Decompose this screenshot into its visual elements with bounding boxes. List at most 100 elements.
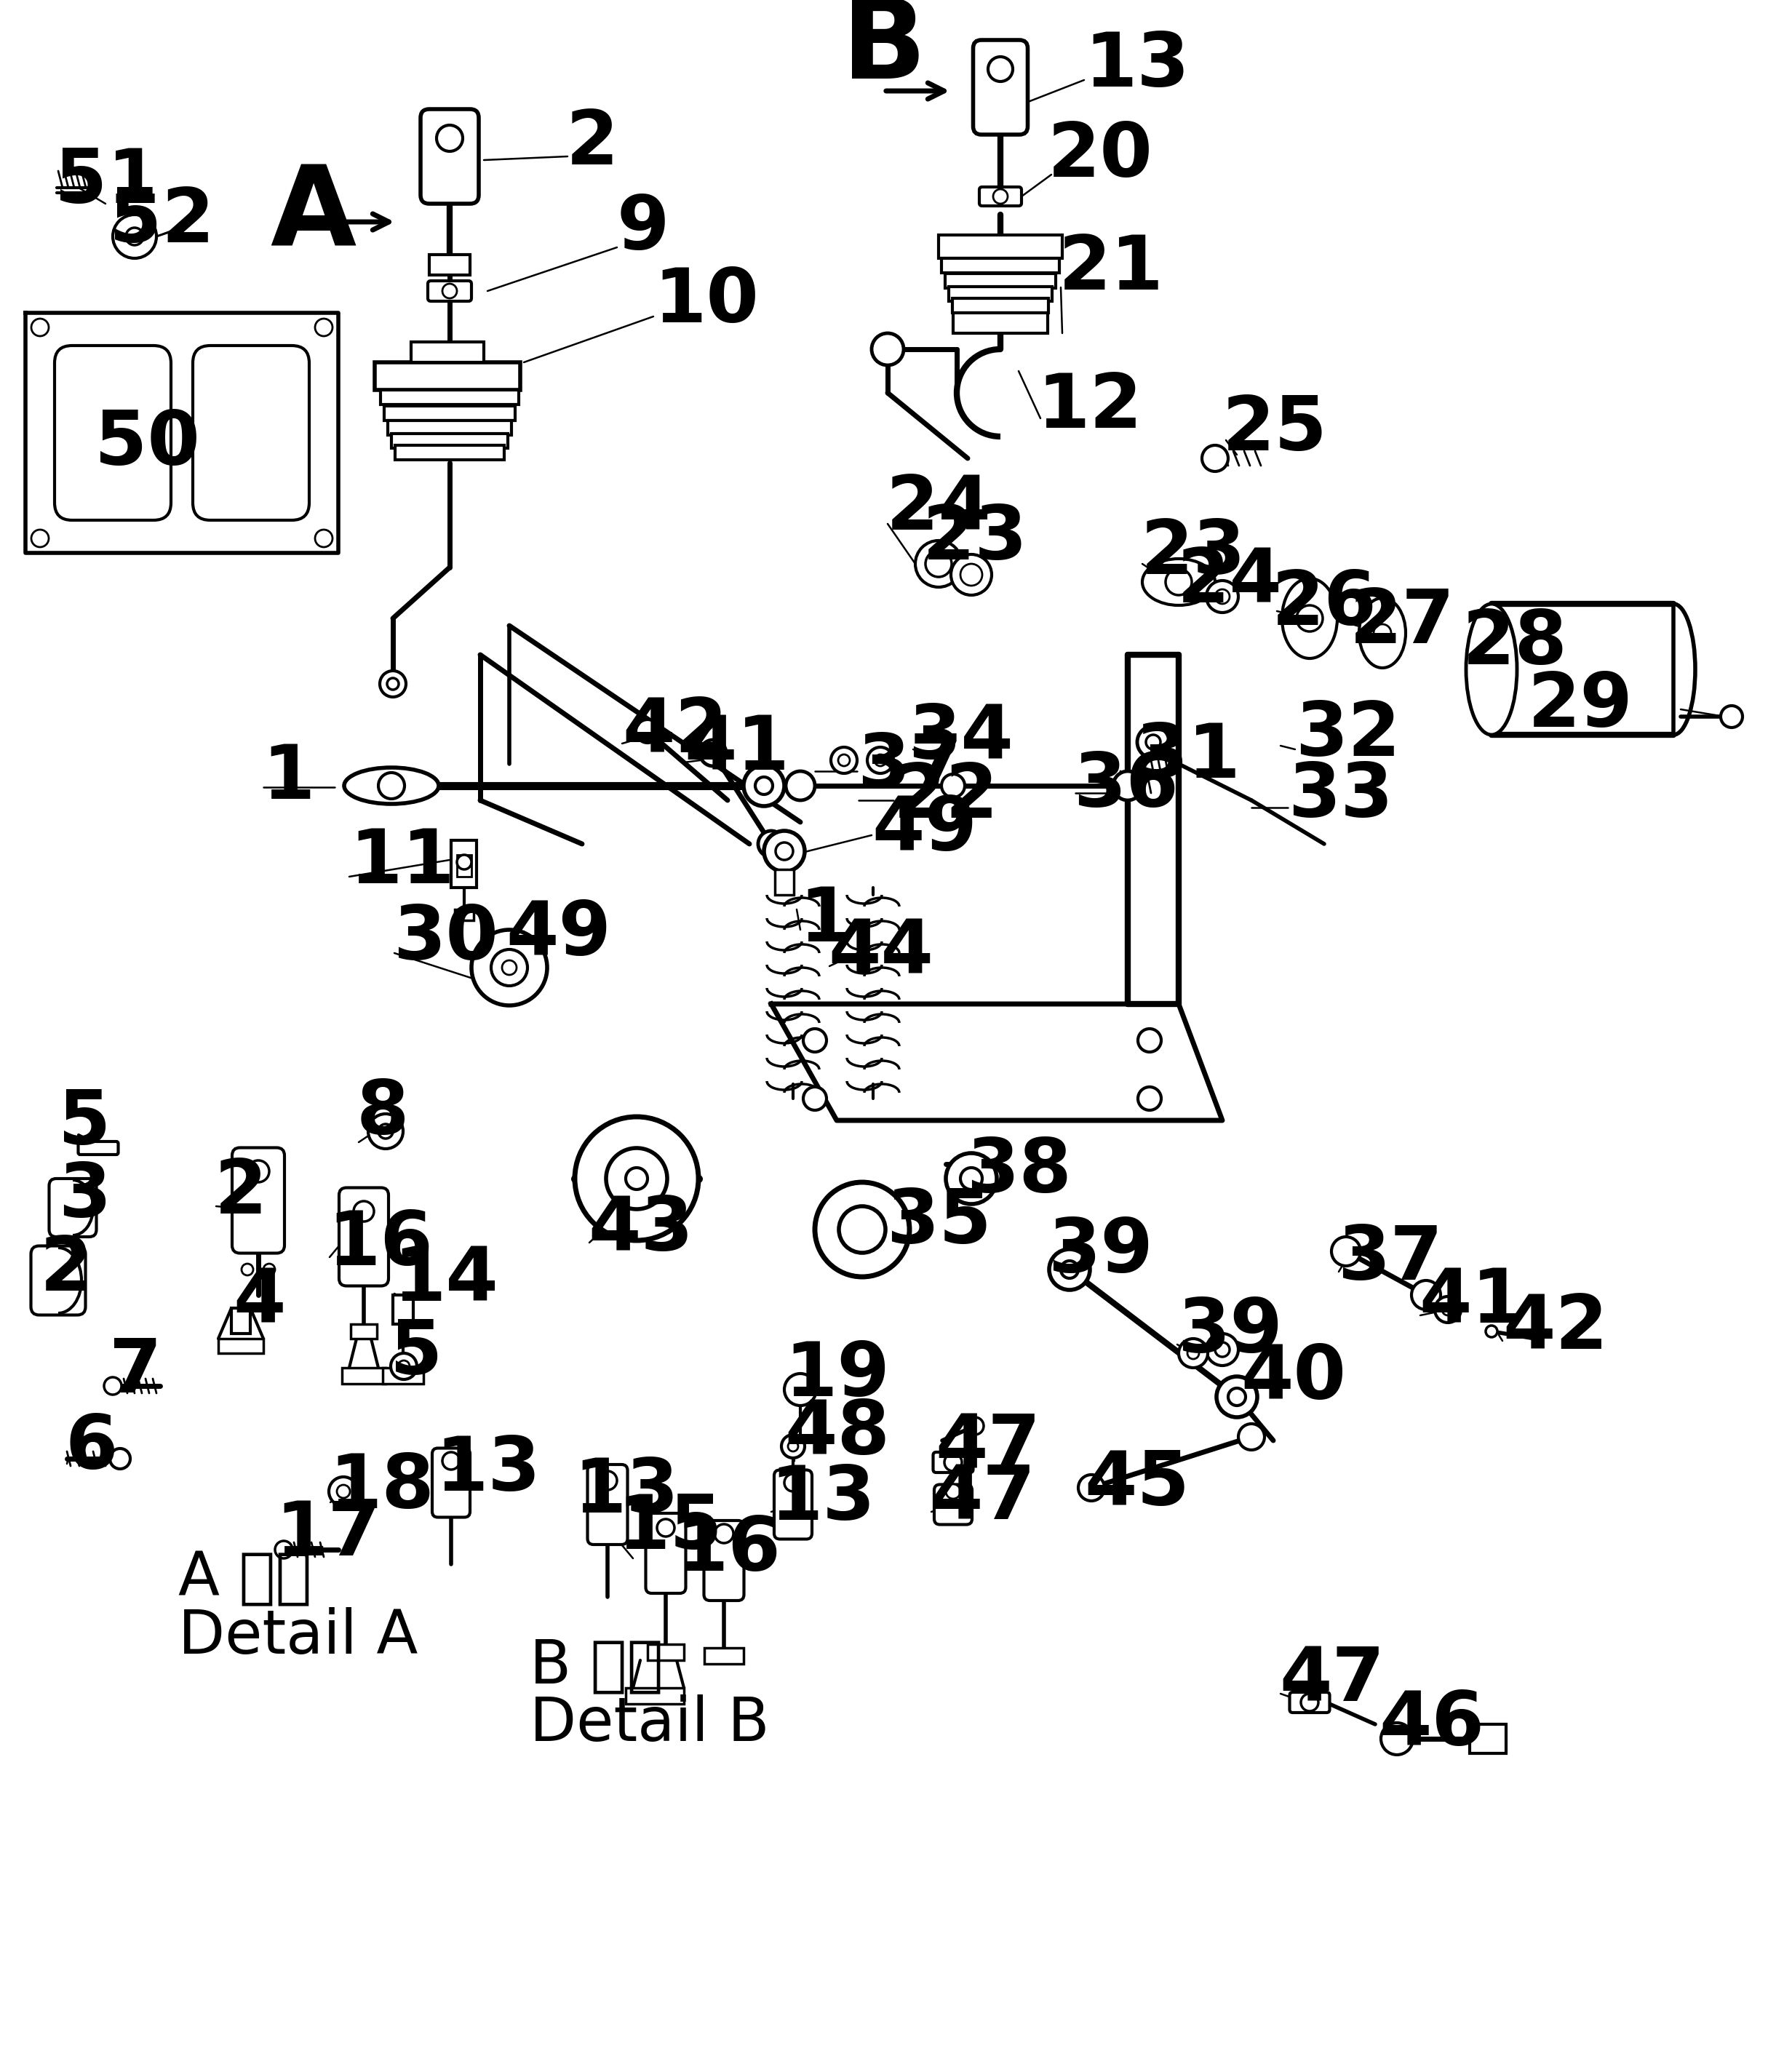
Text: 13: 13 [1084, 29, 1190, 102]
Circle shape [1179, 1339, 1208, 1368]
Circle shape [126, 228, 143, 244]
Circle shape [1720, 707, 1743, 727]
FancyBboxPatch shape [50, 1179, 97, 1237]
Circle shape [378, 1123, 392, 1140]
Bar [387, 421, 511, 435]
Circle shape [1146, 736, 1160, 750]
FancyBboxPatch shape [193, 346, 309, 520]
Circle shape [437, 124, 463, 151]
Circle shape [994, 189, 1008, 203]
Circle shape [1215, 1343, 1229, 1357]
Bar [949, 286, 1052, 300]
Text: 39: 39 [1177, 1295, 1282, 1368]
Circle shape [1139, 1088, 1162, 1111]
Text: 43: 43 [589, 1193, 693, 1266]
Circle shape [838, 754, 850, 767]
Ellipse shape [1466, 603, 1517, 736]
Text: B 詳細: B 詳細 [530, 1637, 663, 1695]
Text: 47: 47 [1278, 1643, 1384, 1718]
Bar [942, 259, 1059, 274]
Circle shape [492, 949, 527, 986]
Bar [626, 1689, 684, 1703]
Circle shape [960, 564, 983, 586]
Circle shape [378, 773, 405, 800]
Circle shape [32, 530, 50, 547]
Text: 15: 15 [617, 1492, 723, 1564]
Text: 17: 17 [276, 1498, 380, 1573]
Text: 2: 2 [214, 1156, 267, 1231]
Text: 20: 20 [1048, 120, 1153, 193]
Text: 49: 49 [506, 897, 612, 972]
Circle shape [916, 541, 962, 586]
Text: 2: 2 [41, 1233, 92, 1305]
Text: 42: 42 [622, 694, 727, 769]
Text: 6: 6 [65, 1411, 118, 1484]
Circle shape [744, 765, 785, 806]
Circle shape [1443, 1303, 1453, 1316]
Text: 1: 1 [262, 742, 315, 814]
Bar [430, 255, 470, 276]
Circle shape [658, 1519, 674, 1537]
Text: 8: 8 [357, 1075, 408, 1150]
Circle shape [263, 1264, 276, 1276]
Circle shape [1485, 1326, 1497, 1336]
Text: 22: 22 [893, 760, 999, 833]
Circle shape [442, 284, 456, 298]
Bar [394, 445, 504, 460]
Text: A: A [271, 160, 355, 269]
Circle shape [456, 856, 472, 870]
Circle shape [1331, 1237, 1361, 1266]
Text: 13: 13 [435, 1434, 541, 1506]
FancyBboxPatch shape [934, 1452, 972, 1473]
Bar [774, 870, 794, 895]
Text: 10: 10 [654, 265, 758, 338]
Text: 34: 34 [909, 702, 1013, 775]
Text: 25: 25 [1222, 392, 1328, 466]
FancyBboxPatch shape [55, 346, 171, 520]
Text: 29: 29 [1528, 669, 1634, 742]
Circle shape [1188, 1347, 1199, 1359]
Circle shape [575, 1117, 698, 1241]
Bar [412, 342, 484, 363]
Circle shape [951, 555, 992, 595]
FancyBboxPatch shape [339, 1187, 389, 1287]
FancyBboxPatch shape [774, 1469, 812, 1539]
Text: 35: 35 [886, 1185, 992, 1260]
FancyBboxPatch shape [421, 110, 479, 203]
Circle shape [1206, 580, 1238, 613]
Circle shape [868, 748, 893, 773]
Circle shape [626, 1169, 647, 1189]
Text: 1: 1 [799, 883, 852, 957]
Text: 30: 30 [392, 901, 499, 976]
Text: 13: 13 [769, 1463, 875, 1535]
FancyBboxPatch shape [972, 39, 1027, 135]
Circle shape [838, 1206, 886, 1254]
Circle shape [1078, 1475, 1105, 1500]
Text: 38: 38 [967, 1135, 1071, 1208]
Circle shape [942, 775, 965, 798]
Circle shape [776, 843, 794, 860]
Text: 12: 12 [1036, 371, 1142, 443]
Text: 40: 40 [1241, 1343, 1345, 1415]
Ellipse shape [1142, 559, 1215, 605]
Circle shape [925, 551, 951, 576]
Circle shape [960, 1169, 983, 1189]
Text: 37: 37 [857, 731, 962, 804]
Circle shape [1137, 725, 1169, 758]
Circle shape [315, 319, 332, 336]
Bar [232, 1307, 251, 1334]
Text: 7: 7 [110, 1334, 163, 1409]
Circle shape [606, 1148, 667, 1210]
Circle shape [815, 1183, 909, 1276]
Circle shape [598, 1471, 617, 1490]
Circle shape [1238, 1423, 1264, 1450]
Text: B: B [842, 0, 926, 102]
FancyBboxPatch shape [704, 1521, 744, 1600]
Circle shape [104, 1378, 122, 1394]
Text: 5: 5 [58, 1088, 111, 1160]
Circle shape [967, 1417, 983, 1434]
Text: 52: 52 [110, 184, 214, 259]
Circle shape [755, 777, 773, 794]
Circle shape [946, 1154, 997, 1204]
Text: 2: 2 [566, 108, 619, 180]
